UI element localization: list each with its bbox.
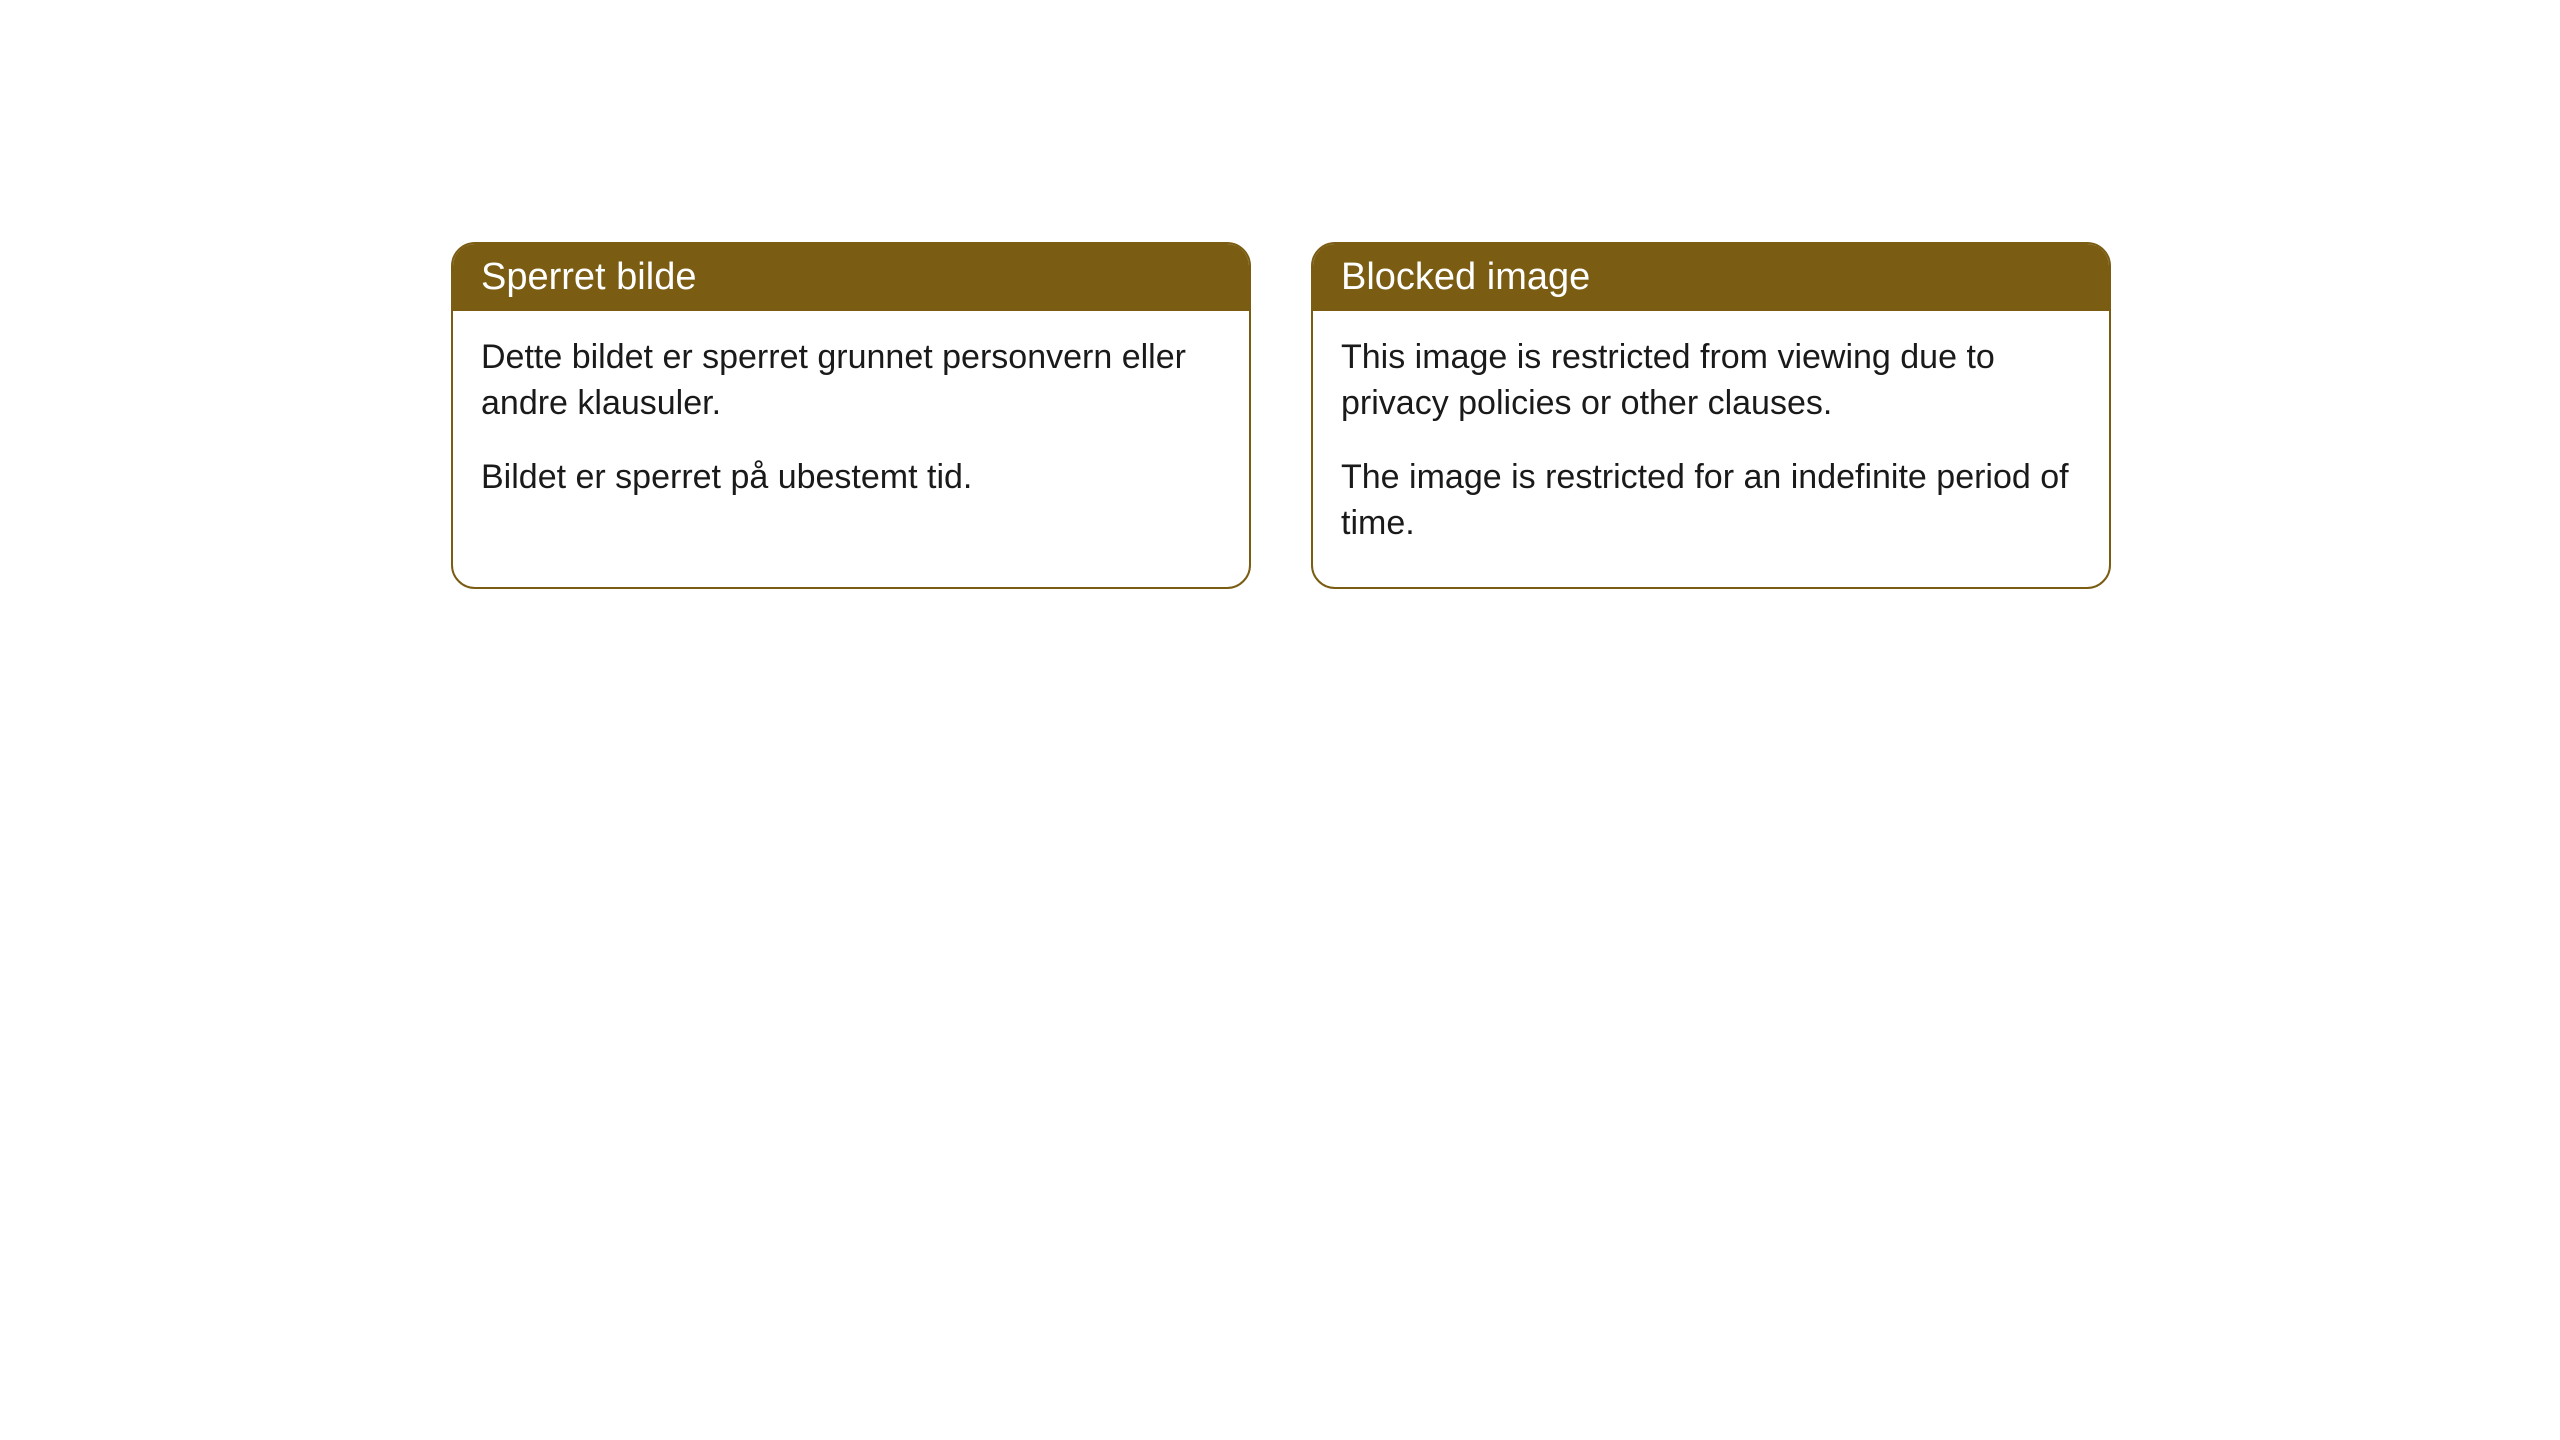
card-paragraph-en-2: The image is restricted for an indefinit… (1341, 455, 2081, 547)
card-paragraph-en-1: This image is restricted from viewing du… (1341, 335, 2081, 427)
blocked-image-card-no: Sperret bilde Dette bildet er sperret gr… (451, 242, 1251, 589)
card-title-en: Blocked image (1313, 244, 2109, 311)
card-body-no: Dette bildet er sperret grunnet personve… (453, 311, 1249, 541)
card-title-no: Sperret bilde (453, 244, 1249, 311)
blocked-image-card-en: Blocked image This image is restricted f… (1311, 242, 2111, 589)
card-body-en: This image is restricted from viewing du… (1313, 311, 2109, 587)
card-paragraph-no-1: Dette bildet er sperret grunnet personve… (481, 335, 1221, 427)
notice-cards-container: Sperret bilde Dette bildet er sperret gr… (0, 0, 2560, 589)
card-paragraph-no-2: Bildet er sperret på ubestemt tid. (481, 455, 1221, 501)
